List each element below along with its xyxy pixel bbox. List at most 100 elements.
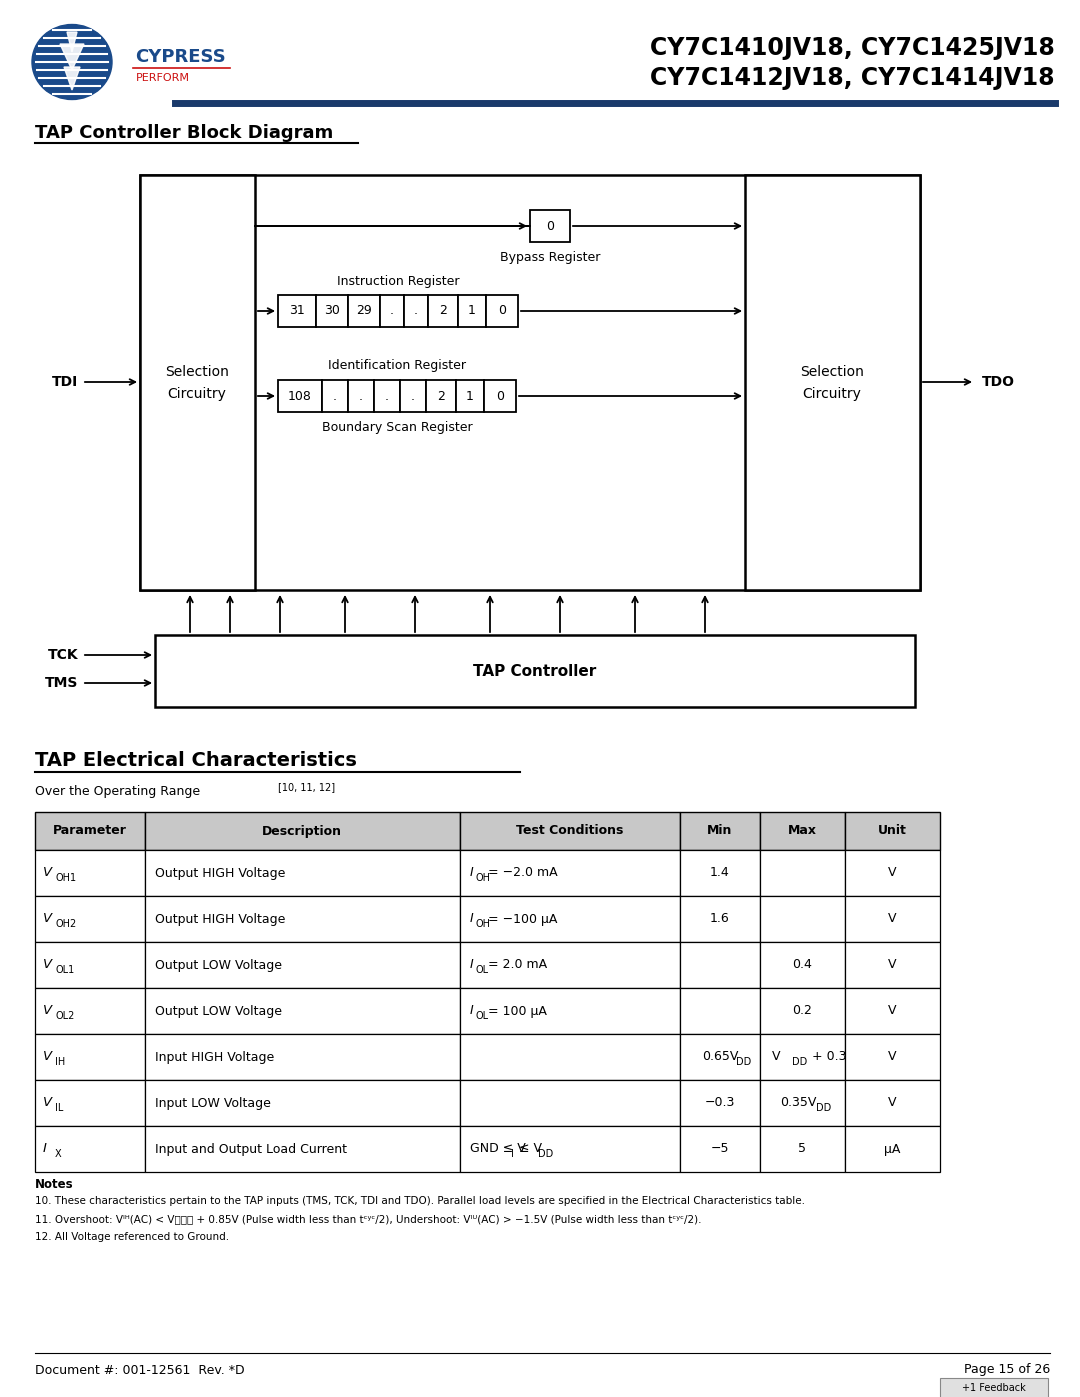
Text: DD: DD (735, 1058, 752, 1067)
Text: + 0.3: + 0.3 (808, 1051, 847, 1063)
Text: TAP Electrical Characteristics: TAP Electrical Characteristics (35, 750, 356, 770)
Bar (680, 849, 760, 895)
Bar (426, 380, 456, 412)
Text: TDO: TDO (982, 374, 1015, 388)
Text: .: . (333, 390, 337, 402)
Bar (35, 895, 145, 942)
Bar (140, 175, 920, 590)
Text: OH2: OH2 (55, 919, 77, 929)
Text: ≤ V: ≤ V (514, 1143, 541, 1155)
Text: Input LOW Voltage: Input LOW Voltage (156, 1097, 271, 1109)
Bar (680, 1034, 760, 1080)
Bar (845, 988, 940, 1034)
Bar (845, 942, 940, 988)
Text: V: V (888, 1097, 896, 1109)
Bar (428, 295, 458, 327)
Bar (145, 849, 460, 895)
Text: I: I (470, 912, 474, 925)
Bar (745, 175, 920, 590)
Text: V: V (43, 912, 52, 925)
Text: 108: 108 (288, 390, 312, 402)
Polygon shape (64, 67, 80, 89)
Text: Page 15 of 26: Page 15 of 26 (963, 1363, 1050, 1376)
Bar (680, 895, 760, 942)
Text: I: I (470, 958, 474, 971)
Text: 0.2: 0.2 (792, 1004, 812, 1017)
Text: 1.4: 1.4 (711, 866, 730, 880)
Text: Selection: Selection (800, 365, 864, 379)
Text: Unit: Unit (878, 824, 906, 837)
Text: +1 Feedback: +1 Feedback (962, 1383, 1026, 1393)
Bar (760, 1034, 845, 1080)
Bar (845, 1034, 940, 1080)
Bar (316, 295, 348, 327)
Text: V: V (888, 912, 896, 925)
Text: −0.3: −0.3 (705, 1097, 735, 1109)
Text: Max: Max (787, 824, 816, 837)
Bar (760, 812, 845, 849)
Bar (460, 812, 680, 849)
Bar (460, 1034, 680, 1080)
Text: V: V (888, 1004, 896, 1017)
Bar (680, 1080, 760, 1126)
Text: OL: OL (475, 965, 488, 975)
Text: TMS: TMS (44, 676, 78, 690)
Bar (760, 895, 845, 942)
Bar (530, 210, 570, 242)
Text: Circuitry: Circuitry (802, 387, 862, 401)
Bar (680, 812, 760, 849)
Text: Document #: 001-12561  Rev. *D: Document #: 001-12561 Rev. *D (35, 1363, 245, 1376)
Text: 2: 2 (440, 305, 447, 317)
Bar (35, 942, 145, 988)
Bar (35, 1080, 145, 1126)
Text: 1.6: 1.6 (711, 912, 730, 925)
Text: V: V (888, 958, 896, 971)
Text: = −2.0 mA: = −2.0 mA (484, 866, 557, 880)
Text: Output LOW Voltage: Output LOW Voltage (156, 1004, 282, 1017)
Bar (380, 295, 404, 327)
Text: 2: 2 (437, 390, 445, 402)
Text: V: V (43, 1051, 52, 1063)
Text: μA: μA (883, 1143, 901, 1155)
Bar (35, 988, 145, 1034)
Polygon shape (60, 43, 84, 70)
Text: Output LOW Voltage: Output LOW Voltage (156, 958, 282, 971)
Text: Input and Output Load Current: Input and Output Load Current (156, 1143, 347, 1155)
Text: V: V (888, 866, 896, 880)
Bar (145, 1080, 460, 1126)
Text: Boundary Scan Register: Boundary Scan Register (322, 422, 472, 434)
Text: Parameter: Parameter (53, 824, 127, 837)
Bar (458, 295, 486, 327)
Text: OH: OH (475, 919, 490, 929)
Text: CY7C1410JV18, CY7C1425JV18: CY7C1410JV18, CY7C1425JV18 (650, 36, 1055, 60)
Text: 1: 1 (467, 390, 474, 402)
Bar (140, 175, 255, 590)
Bar (35, 1034, 145, 1080)
Text: = 100 μA: = 100 μA (484, 1004, 546, 1017)
Bar (760, 988, 845, 1034)
Text: .: . (414, 305, 418, 317)
Bar (374, 380, 400, 412)
Bar (940, 1377, 1048, 1397)
Text: .: . (359, 390, 363, 402)
Text: 0.4: 0.4 (792, 958, 812, 971)
Text: I: I (43, 1143, 46, 1155)
Text: X: X (55, 1148, 62, 1160)
Bar (145, 1126, 460, 1172)
Text: TCK: TCK (48, 648, 78, 662)
Bar (845, 1080, 940, 1126)
Text: Identification Register: Identification Register (328, 359, 465, 373)
Bar (845, 812, 940, 849)
Text: Over the Operating Range: Over the Operating Range (35, 785, 204, 799)
Bar (456, 380, 484, 412)
Text: OH: OH (475, 873, 490, 883)
Bar (145, 942, 460, 988)
Text: 0.35V: 0.35V (780, 1097, 816, 1109)
Text: I: I (470, 866, 474, 880)
Text: V: V (43, 1004, 52, 1017)
Bar (845, 1126, 940, 1172)
Text: V: V (43, 1097, 52, 1109)
Text: = −100 μA: = −100 μA (484, 912, 557, 925)
Text: V: V (888, 1051, 896, 1063)
Text: CYPRESS: CYPRESS (135, 47, 226, 66)
